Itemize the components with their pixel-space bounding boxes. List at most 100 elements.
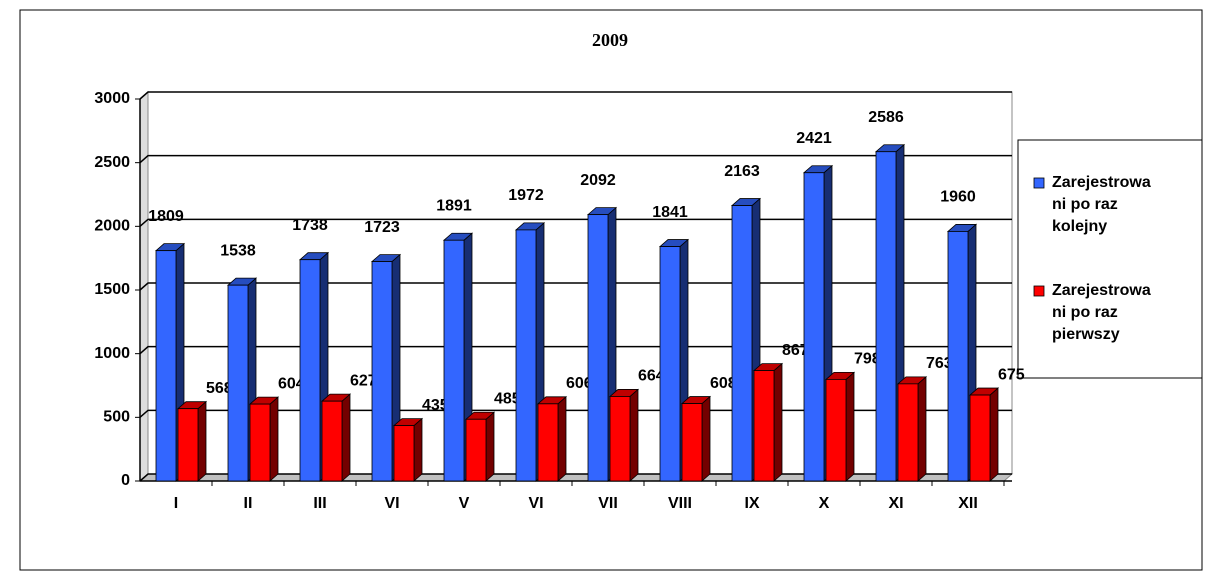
legend-label: Zarejestrowani po raz pierwszy bbox=[1052, 282, 1151, 343]
bar bbox=[536, 395, 568, 482]
bar-front bbox=[681, 403, 703, 482]
value-label: 1738 bbox=[292, 217, 328, 234]
bar-front bbox=[321, 400, 343, 482]
bar-front bbox=[155, 250, 177, 482]
value-label: 1809 bbox=[148, 208, 184, 225]
x-tick-label: III bbox=[313, 495, 326, 512]
y-tick-label: 1000 bbox=[94, 345, 130, 362]
grid-line bbox=[139, 345, 1012, 355]
x-tick-label: X bbox=[819, 495, 830, 512]
bar-front bbox=[609, 396, 631, 482]
bar bbox=[896, 375, 928, 482]
value-label: 1960 bbox=[940, 189, 976, 206]
bar bbox=[320, 393, 352, 482]
value-label: 1841 bbox=[652, 204, 688, 221]
x-tick-label: V bbox=[459, 495, 470, 512]
x-tick-label: IX bbox=[744, 495, 759, 512]
bar-side bbox=[197, 400, 207, 482]
x-tick-label: VII bbox=[598, 495, 618, 512]
bar-front bbox=[875, 151, 897, 482]
value-label: 664 bbox=[638, 368, 665, 385]
x-tick-label: VIII bbox=[668, 495, 692, 512]
bar bbox=[968, 387, 1000, 482]
bar-front bbox=[947, 231, 969, 482]
bar-front bbox=[177, 408, 199, 482]
value-label: 1972 bbox=[508, 187, 544, 204]
value-label: 606 bbox=[566, 375, 593, 392]
value-label: 485 bbox=[494, 390, 521, 407]
value-label: 2092 bbox=[580, 172, 616, 189]
y-tick-label: 1500 bbox=[94, 281, 130, 298]
bar-side bbox=[845, 371, 855, 482]
bar-front bbox=[587, 214, 609, 482]
legend-swatch bbox=[1033, 285, 1045, 297]
bar-front bbox=[465, 418, 487, 482]
bar-front bbox=[897, 383, 919, 482]
value-label: 2163 bbox=[724, 163, 760, 180]
bar-side bbox=[269, 396, 279, 482]
y-tick-label: 2500 bbox=[94, 154, 130, 171]
grid-line bbox=[139, 282, 1012, 291]
value-label: 1723 bbox=[364, 219, 400, 236]
value-label: 1891 bbox=[436, 197, 472, 214]
bar bbox=[680, 395, 712, 482]
grid-line bbox=[139, 473, 1012, 482]
legend-label: Zarejestrowani po raz kolejny bbox=[1052, 174, 1151, 235]
bar-front bbox=[825, 378, 847, 482]
value-label: 867 bbox=[782, 342, 809, 359]
bar bbox=[464, 411, 496, 482]
bar-front bbox=[659, 246, 681, 482]
bar-side bbox=[701, 395, 711, 482]
value-label: 763 bbox=[926, 355, 953, 372]
bar bbox=[608, 388, 640, 482]
value-label: 435 bbox=[422, 397, 449, 414]
x-tick-label: XII bbox=[958, 495, 978, 512]
bar-side bbox=[485, 411, 495, 482]
value-label: 675 bbox=[998, 366, 1025, 383]
value-label: 1538 bbox=[220, 242, 256, 259]
value-label: 2421 bbox=[796, 130, 832, 147]
y-tick-label: 2000 bbox=[94, 218, 130, 235]
value-label: 608 bbox=[710, 375, 737, 392]
value-label: 627 bbox=[350, 372, 377, 389]
bar-front bbox=[249, 403, 271, 482]
x-tick-label: XI bbox=[888, 495, 903, 512]
bar bbox=[730, 197, 762, 482]
bar bbox=[752, 362, 784, 482]
x-tick-label: II bbox=[244, 495, 253, 512]
grid-line bbox=[139, 409, 1012, 418]
bar bbox=[176, 400, 208, 482]
bar-side bbox=[413, 417, 423, 482]
x-tick-label: VI bbox=[528, 495, 543, 512]
bar-side bbox=[341, 393, 351, 482]
bar-front bbox=[393, 425, 415, 482]
legend-box bbox=[1017, 139, 1203, 379]
bar-side bbox=[989, 387, 999, 482]
bar bbox=[248, 396, 280, 482]
x-tick-label: I bbox=[174, 495, 178, 512]
bar bbox=[874, 143, 906, 482]
bar-front bbox=[227, 284, 249, 482]
grid-line bbox=[139, 218, 1012, 227]
x-tick-label: VI bbox=[384, 495, 399, 512]
bar-front bbox=[537, 403, 559, 482]
bar-side bbox=[917, 375, 927, 482]
bar bbox=[392, 417, 424, 482]
bar-side bbox=[773, 362, 783, 482]
grid-line bbox=[139, 91, 1012, 100]
value-label: 798 bbox=[854, 351, 881, 368]
chart-title: 2009 bbox=[592, 30, 628, 50]
bar-front bbox=[731, 205, 753, 482]
value-label: 568 bbox=[206, 380, 233, 397]
y-tick-label: 0 bbox=[121, 472, 130, 489]
value-label: 604 bbox=[278, 375, 305, 392]
bar-front bbox=[443, 239, 465, 482]
legend-swatch bbox=[1033, 177, 1045, 189]
grid-line bbox=[139, 154, 1012, 164]
value-label: 2586 bbox=[868, 109, 904, 126]
bar-front bbox=[753, 370, 775, 482]
bar-front bbox=[371, 261, 393, 482]
y-tick-label: 3000 bbox=[94, 90, 130, 107]
